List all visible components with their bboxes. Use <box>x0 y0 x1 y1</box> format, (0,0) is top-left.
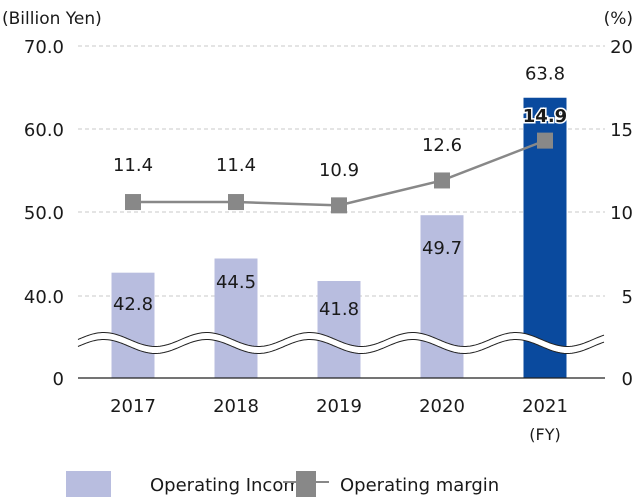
data-labels: 42.8 44.5 41.8 49.7 63.8 11.4 11.4 10.9 12.6 14.9 <box>113 64 569 320</box>
bar-value-label: 44.5 <box>216 272 256 293</box>
break-line-top <box>77 332 605 347</box>
legend: Operating Income Operating margin <box>66 471 499 497</box>
x-axis-fy-label: (FY) <box>529 425 560 444</box>
margin-marker-2019 <box>331 197 347 214</box>
left-tick-label: 50.0 <box>24 203 64 224</box>
left-tick-label: 0 <box>53 369 64 390</box>
margin-value-label: 14.9 <box>523 106 567 127</box>
bar-value-label: 63.8 <box>525 64 565 85</box>
margin-value-label: 11.4 <box>113 155 153 176</box>
margin-value-label: 11.4 <box>216 155 256 176</box>
axis-break <box>76 332 606 354</box>
left-axis-unit: (Billion Yen) <box>2 9 102 29</box>
bar-2019 <box>317 281 361 378</box>
bars <box>111 97 567 378</box>
bar-2017 <box>111 272 155 378</box>
margin-marker-2021 <box>537 132 553 149</box>
x-tick-label: 2019 <box>316 396 362 417</box>
bar-2018 <box>214 258 258 378</box>
x-tick-label: 2021 <box>522 396 568 417</box>
left-tick-label: 40.0 <box>24 287 64 308</box>
axis-ticks: 0 40.0 50.0 60.0 70.0 0 5 10 15 20 2017 2018 2019 202… <box>24 37 633 417</box>
right-tick-label: 10 <box>610 203 633 224</box>
right-tick-label: 0 <box>622 369 633 390</box>
margin-marker-2018 <box>228 194 244 211</box>
right-tick-label: 5 <box>622 287 633 308</box>
break-gap <box>76 332 606 354</box>
legend-label-operating-income: Operating Income <box>150 475 312 496</box>
margin-line <box>125 132 553 214</box>
legend-label-operating-margin: Operating margin <box>340 475 499 496</box>
bar-value-label: 49.7 <box>422 238 462 259</box>
gridlines <box>78 45 605 297</box>
bar-value-label: 41.8 <box>319 299 359 320</box>
x-tick-label: 2017 <box>110 396 156 417</box>
left-tick-label: 60.0 <box>24 120 64 141</box>
right-tick-label: 15 <box>610 120 633 141</box>
legend-marker-operating-margin <box>296 471 316 497</box>
x-tick-label: 2018 <box>213 396 259 417</box>
margin-marker-2020 <box>434 172 450 189</box>
right-tick-label: 20 <box>610 37 633 58</box>
margin-value-label: 12.6 <box>422 135 462 156</box>
left-tick-label: 70.0 <box>24 37 64 58</box>
break-line-bottom <box>77 339 605 354</box>
right-axis-unit: (%) <box>604 9 633 29</box>
bar-value-label: 42.8 <box>113 294 153 315</box>
x-tick-label: 2020 <box>419 396 465 417</box>
legend-swatch-operating-income <box>66 471 111 497</box>
margin-value-label: 10.9 <box>319 160 359 181</box>
margin-marker-2017 <box>125 194 141 211</box>
